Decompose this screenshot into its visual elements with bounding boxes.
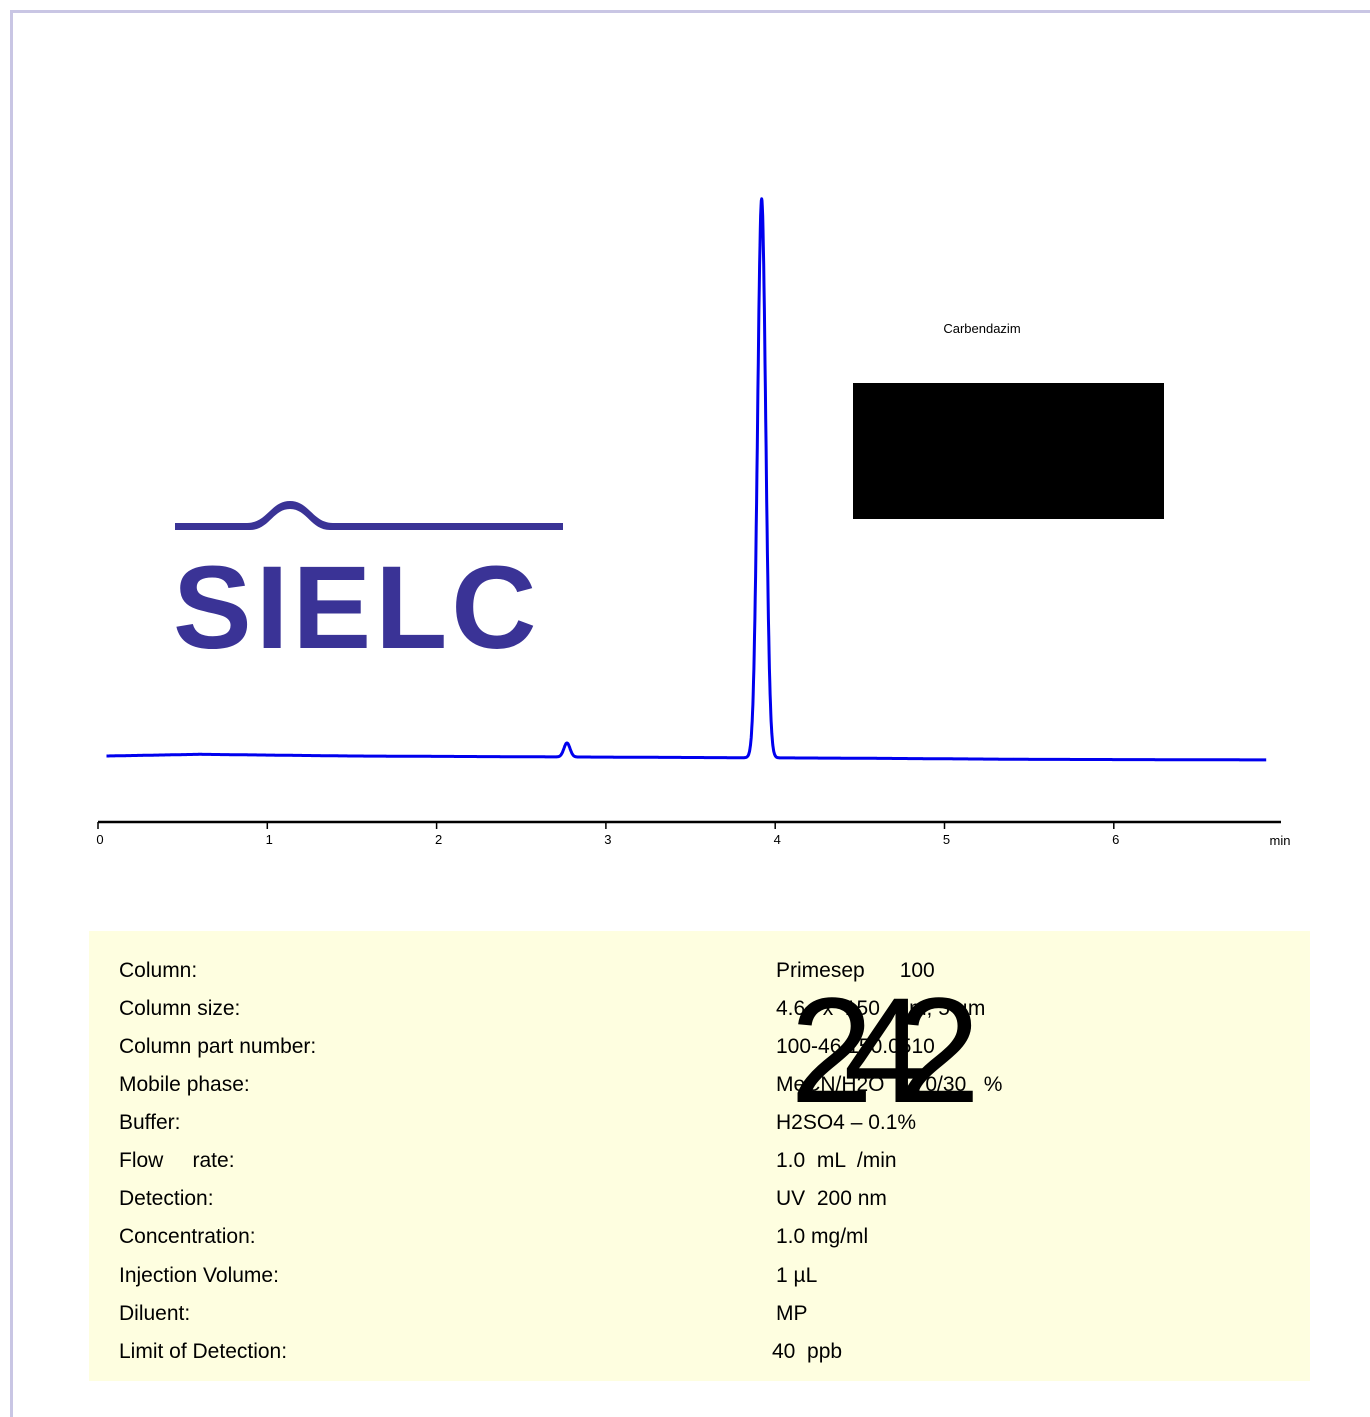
chromatogram-trace <box>105 197 1268 762</box>
condition-value: MeCN/H2O – 70/30 % <box>776 1073 1003 1096</box>
condition-label: Column: <box>119 959 198 982</box>
condition-row: Diluent: MP <box>89 1302 1310 1340</box>
sielc-logo: SIELC <box>175 501 563 655</box>
page-frame <box>10 10 1370 1417</box>
condition-label: Mobile phase: <box>119 1073 250 1096</box>
condition-value: 1.0 mg/ml <box>776 1225 869 1248</box>
condition-value: UV 200 nm <box>776 1187 887 1210</box>
condition-row: Buffer: H2SO4 – 0.1% <box>89 1111 1310 1149</box>
x-tick-label: 0 <box>96 832 103 847</box>
x-tick-label: 2 <box>435 832 442 847</box>
condition-row: Flow rate: 1.0 mL /min <box>89 1149 1310 1187</box>
condition-label: Limit of Detection: <box>119 1340 288 1363</box>
condition-value: MP <box>776 1302 808 1325</box>
peak-label-carbendazim: Carbendazim <box>943 321 1021 336</box>
condition-row: Mobile phase: MeCN/H2O – 70/30 % <box>89 1073 1310 1111</box>
condition-label: Diluent: <box>119 1302 191 1325</box>
condition-label: Detection: <box>119 1187 214 1210</box>
condition-row: Column: Primesep 100 <box>89 959 1310 997</box>
condition-label: Buffer: <box>119 1111 181 1134</box>
x-axis: 0 1 2 3 4 5 6 min <box>96 820 1291 848</box>
conditions-panel: Column: Primesep 100 Column size: 4.6 x 15… <box>89 931 1310 1381</box>
svg-text:SIELC: SIELC <box>175 542 541 655</box>
condition-row: Column size: 4.6 x 150 mm, 5 µm <box>89 997 1310 1035</box>
condition-row: Concentration: 1.0 mg/ml <box>89 1225 1310 1263</box>
redaction-box <box>853 383 1164 519</box>
condition-label: Concentration: <box>119 1225 256 1248</box>
x-tick-label: 6 <box>1112 832 1119 847</box>
condition-label: Injection Volume: <box>119 1264 279 1287</box>
x-tick-label: 4 <box>774 832 781 847</box>
x-tick-label: 1 <box>266 832 273 847</box>
x-axis-label: min <box>1270 833 1291 848</box>
condition-value: 4.6 x 150 mm, 5 µm <box>776 997 986 1020</box>
condition-value: 100-46.150.0510 <box>776 1035 935 1058</box>
condition-row: Limit of Detection: 40 ppb <box>89 1340 1310 1378</box>
condition-row: Detection: UV 200 nm <box>89 1187 1310 1225</box>
condition-label: Flow rate: <box>119 1149 235 1172</box>
condition-label: Column part number: <box>119 1035 317 1058</box>
condition-row: Column part number: 100-46.150.0510 <box>89 1035 1310 1073</box>
condition-row: Injection Volume: 1 µL <box>89 1264 1310 1302</box>
condition-value: 1.0 mL /min <box>776 1149 897 1172</box>
x-tick-label: 3 <box>604 832 611 847</box>
x-tick-label: 5 <box>943 832 950 847</box>
condition-value: Primesep 100 <box>776 959 935 982</box>
condition-value: 40 ppb <box>772 1340 843 1363</box>
chromatogram-chart: 0 1 2 3 4 5 6 min <box>96 197 1291 848</box>
condition-value: 1 µL <box>776 1264 818 1287</box>
condition-value: H2SO4 – 0.1% <box>776 1111 917 1134</box>
overlay-number: 242 <box>790 966 980 1134</box>
condition-label: Column size: <box>119 997 241 1020</box>
